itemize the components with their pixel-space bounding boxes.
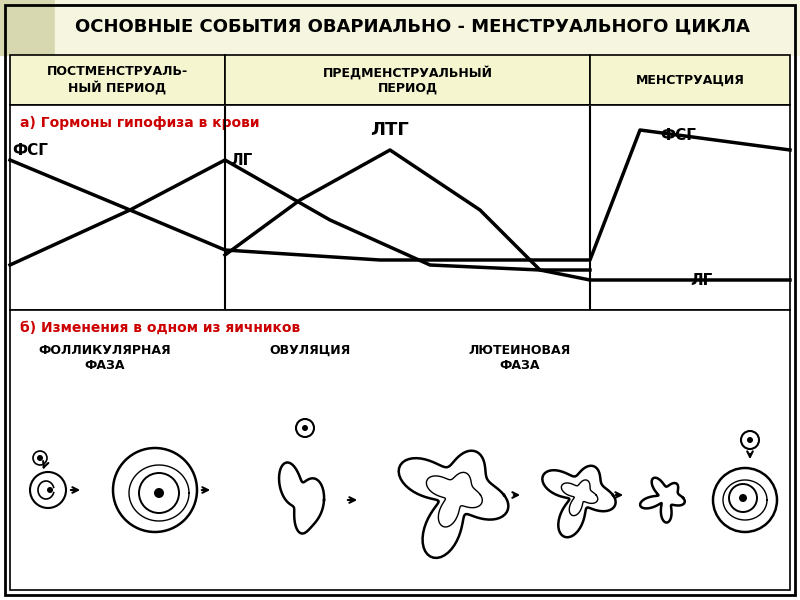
Text: МЕНСТРУАЦИЯ: МЕНСТРУАЦИЯ [635, 73, 745, 86]
Bar [10, 310, 790, 590]
Bar [0, 0, 55, 55]
Text: ФСГ: ФСГ [660, 128, 696, 143]
Circle shape [47, 487, 53, 493]
Circle shape [37, 455, 43, 461]
Text: ЛЮТЕИНОВАЯ
ФАЗА: ЛЮТЕИНОВАЯ ФАЗА [469, 344, 571, 372]
Circle shape [747, 437, 753, 443]
Text: б) Изменения в одном из яичников: б) Изменения в одном из яичников [20, 321, 300, 335]
Text: ФСГ: ФСГ [12, 143, 48, 158]
Bar [10, 55, 225, 105]
Text: ЛГ: ЛГ [690, 273, 712, 288]
Text: ОСНОВНЫЕ СОБЫТИЯ ОВАРИАЛЬНО - МЕНСТРУАЛЬНОГО ЦИКЛА: ОСНОВНЫЕ СОБЫТИЯ ОВАРИАЛЬНО - МЕНСТРУАЛЬ… [75, 18, 750, 36]
Circle shape [154, 488, 164, 498]
Bar [590, 55, 790, 105]
Circle shape [739, 494, 747, 502]
Text: ОВУЛЯЦИЯ: ОВУЛЯЦИЯ [270, 343, 350, 356]
Text: ФОЛЛИКУЛЯРНАЯ
ФАЗА: ФОЛЛИКУЛЯРНАЯ ФАЗА [38, 344, 171, 372]
Text: ПРЕДМЕНСТРУАЛЬНЫЙ
ПЕРИОД: ПРЕДМЕНСТРУАЛЬНЫЙ ПЕРИОД [322, 65, 493, 94]
Text: ЛГ: ЛГ [230, 153, 252, 168]
Text: а) Гормоны гипофиза в крови: а) Гормоны гипофиза в крови [20, 116, 259, 130]
Bar [225, 55, 590, 105]
Text: ЛТГ: ЛТГ [370, 121, 409, 139]
Bar [10, 105, 790, 310]
Text: ПОСТМЕНСТРУАЛЬ-
НЫЙ ПЕРИОД: ПОСТМЕНСТРУАЛЬ- НЫЙ ПЕРИОД [47, 65, 188, 95]
Circle shape [302, 425, 308, 431]
Bar [55, 0, 800, 55]
